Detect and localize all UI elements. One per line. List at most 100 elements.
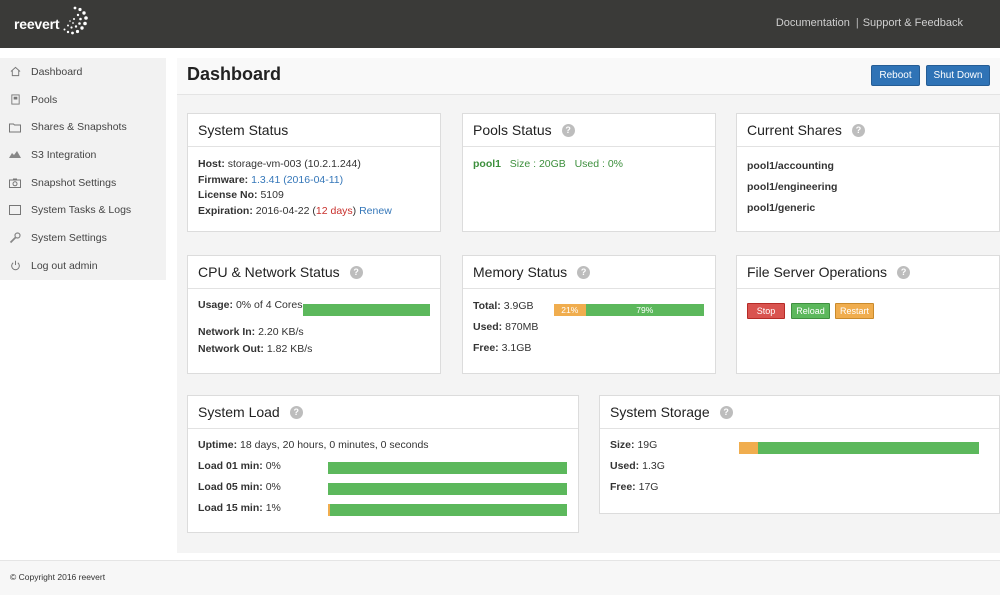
stop-button[interactable]: Stop <box>747 303 785 319</box>
brand-name: reevert <box>14 16 60 32</box>
storage-free-value: 17G <box>638 481 659 493</box>
network-in-label: Network In: <box>198 325 256 338</box>
help-icon[interactable]: ? <box>349 265 363 279</box>
uptime-label: Uptime: <box>198 439 238 451</box>
sidebar-item-system-tasks-logs[interactable]: System Tasks & Logs <box>0 196 166 224</box>
reload-button[interactable]: Reload <box>791 303 830 319</box>
cpu-usage-bar <box>303 304 430 316</box>
help-icon[interactable]: ? <box>719 405 733 419</box>
sidebar-item-label: System Tasks & Logs <box>31 204 132 217</box>
top-navbar: reevert Documentation | Support & Feedback <box>0 0 1000 48</box>
storage-size-value: 19G <box>637 439 658 451</box>
topnav-separator: | <box>855 17 859 29</box>
memory-free-segment: 79% <box>585 304 704 316</box>
sidebar-item-label: S3 Integration <box>31 148 97 161</box>
sidebar: Dashboard Pools Shares & Snapshots S3 In… <box>0 58 166 280</box>
panel-title: Current Shares <box>747 122 842 138</box>
network-in-value: 2.20 KB/s <box>258 325 304 338</box>
camera-icon <box>9 177 21 189</box>
panel-title: Pools Status <box>473 122 552 138</box>
sidebar-item-dashboard[interactable]: Dashboard <box>0 58 166 86</box>
memory-total-value: 3.9GB <box>503 300 534 312</box>
home-icon <box>9 66 21 78</box>
load15-fill <box>328 504 331 516</box>
host-label: Host: <box>198 158 225 170</box>
sidebar-item-snapshot-settings[interactable]: Snapshot Settings <box>0 169 166 197</box>
help-icon[interactable]: ? <box>289 405 303 419</box>
storage-usage-bar <box>739 442 979 454</box>
memory-usage-bar: 21% 79% <box>554 304 704 316</box>
storage-used-label: Used: <box>610 460 640 472</box>
pool-icon <box>9 94 21 106</box>
load1-bar <box>328 462 567 474</box>
tasks-icon <box>9 204 21 216</box>
memory-used-value: 870MB <box>505 321 539 333</box>
sidebar-item-logout[interactable]: Log out admin <box>0 252 166 280</box>
memory-total-label: Total: <box>473 300 501 312</box>
system-status-panel: System Status Host: storage-vm-003 (10.2… <box>187 113 441 232</box>
wrench-icon <box>9 232 21 244</box>
help-icon[interactable]: ? <box>897 265 911 279</box>
panel-title: CPU & Network Status <box>198 264 340 280</box>
network-out-value: 1.82 KB/s <box>266 343 313 355</box>
pool-name-link[interactable]: pool1 <box>473 158 501 170</box>
renew-link[interactable]: Renew <box>359 204 392 217</box>
page-title: Dashboard <box>187 64 282 84</box>
license-label: License No: <box>198 189 258 201</box>
panel-title: System Storage <box>610 404 710 420</box>
load1-label: Load 01 min: <box>198 460 263 472</box>
sidebar-item-label: Log out admin <box>31 259 98 272</box>
sidebar-item-shares-snapshots[interactable]: Shares & Snapshots <box>0 113 166 141</box>
storage-size-label: Size: <box>610 439 635 451</box>
logo-dots-icon <box>63 6 88 35</box>
share-item[interactable]: pool1/accounting <box>747 160 834 172</box>
support-feedback-link[interactable]: Support & Feedback <box>862 17 963 29</box>
panel-title: File Server Operations <box>747 264 888 280</box>
top-links: Documentation | Support & Feedback <box>776 17 963 29</box>
brand-logo[interactable]: reevert <box>14 5 94 43</box>
file-server-panel: File Server Operations? Stop Reload Rest… <box>736 255 1000 374</box>
main-content: Dashboard Reboot Shut Down System Status… <box>177 58 1000 553</box>
expiration-label: Expiration: <box>198 204 253 217</box>
usage-label: Usage: <box>198 299 234 311</box>
network-out-label: Network Out: <box>198 343 264 355</box>
sidebar-item-label: Dashboard <box>31 65 83 78</box>
load15-value: 1% <box>265 502 281 514</box>
expiration-days: 12 days <box>315 204 353 217</box>
page-header: Dashboard Reboot Shut Down <box>177 58 1000 95</box>
host-value: storage-vm-003 (10.2.1.244) <box>227 158 361 170</box>
memory-status-panel: Memory Status? Total: 3.9GB Used: 870MB … <box>462 255 716 374</box>
reboot-button[interactable]: Reboot <box>871 65 920 86</box>
panel-title: System Status <box>198 122 289 138</box>
sidebar-item-s3-integration[interactable]: S3 Integration <box>0 141 166 169</box>
sidebar-item-label: Shares & Snapshots <box>31 121 127 134</box>
firmware-link[interactable]: 1.3.41 (2016-04-11) <box>251 173 344 186</box>
restart-button[interactable]: Restart <box>835 303 874 319</box>
system-storage-panel: System Storage? Size: 19G Used: 1.3G Fre… <box>599 395 1000 514</box>
shutdown-button[interactable]: Shut Down <box>926 65 990 86</box>
sidebar-item-system-settings[interactable]: System Settings <box>0 224 166 252</box>
footer: © Copyright 2016 reevert <box>0 560 1000 595</box>
license-value: 5109 <box>260 189 284 201</box>
help-icon[interactable]: ? <box>577 265 591 279</box>
memory-free-value: 3.1GB <box>501 342 532 354</box>
cpu-network-panel: CPU & Network Status? Usage: 0% of 4 Cor… <box>187 255 441 374</box>
help-icon[interactable]: ? <box>561 123 575 137</box>
sidebar-item-label: System Settings <box>31 231 107 244</box>
storage-used-value: 1.3G <box>642 460 665 472</box>
power-icon <box>9 260 21 272</box>
share-item[interactable]: pool1/engineering <box>747 181 838 193</box>
load5-bar <box>328 483 567 495</box>
sidebar-item-pools[interactable]: Pools <box>0 86 166 114</box>
expiration-close: ) <box>352 204 357 217</box>
documentation-link[interactable]: Documentation <box>775 17 850 29</box>
share-item[interactable]: pool1/generic <box>747 202 816 214</box>
sidebar-item-label: Pools <box>31 93 58 106</box>
firmware-label: Firmware: <box>198 173 249 186</box>
usage-value: 0% of 4 Cores <box>235 299 303 311</box>
help-icon[interactable]: ? <box>851 123 865 137</box>
pool-used: Used : 0% <box>574 158 624 170</box>
memory-free-label: Free: <box>473 342 499 354</box>
cloud-icon <box>9 149 21 161</box>
folder-icon <box>9 121 21 133</box>
